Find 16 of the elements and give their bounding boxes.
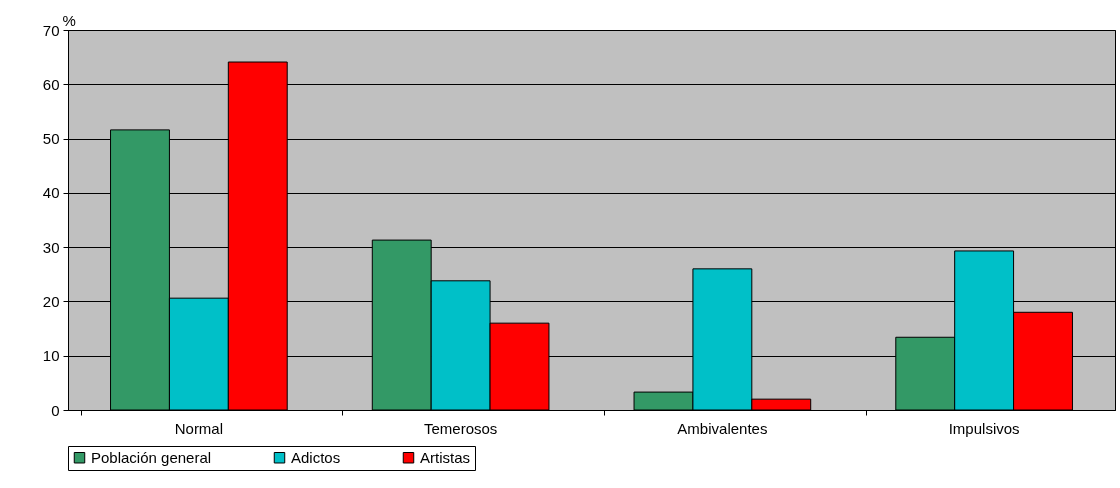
legend-label: Adictos [291,448,341,466]
legend-label: Población general [91,448,212,466]
y-tick-label: 0 [51,401,60,419]
legend-label: Artistas [420,448,471,466]
y-axis-title: % [62,11,76,29]
y-tick-label: 10 [42,347,60,365]
x-tick-label: Normal [174,419,224,437]
x-tick-label: Impulsivos [948,419,1020,437]
y-tick-label: 60 [42,75,60,93]
y-tick-label: 20 [42,292,60,310]
y-tick-label: 70 [42,21,60,39]
y-tick-label: 30 [42,238,60,256]
y-tick-label: 40 [42,184,60,202]
x-tick-label: Temerosos [423,419,498,437]
x-tick-label: Ambivalentes [677,419,768,437]
y-tick-label: 50 [42,130,60,148]
